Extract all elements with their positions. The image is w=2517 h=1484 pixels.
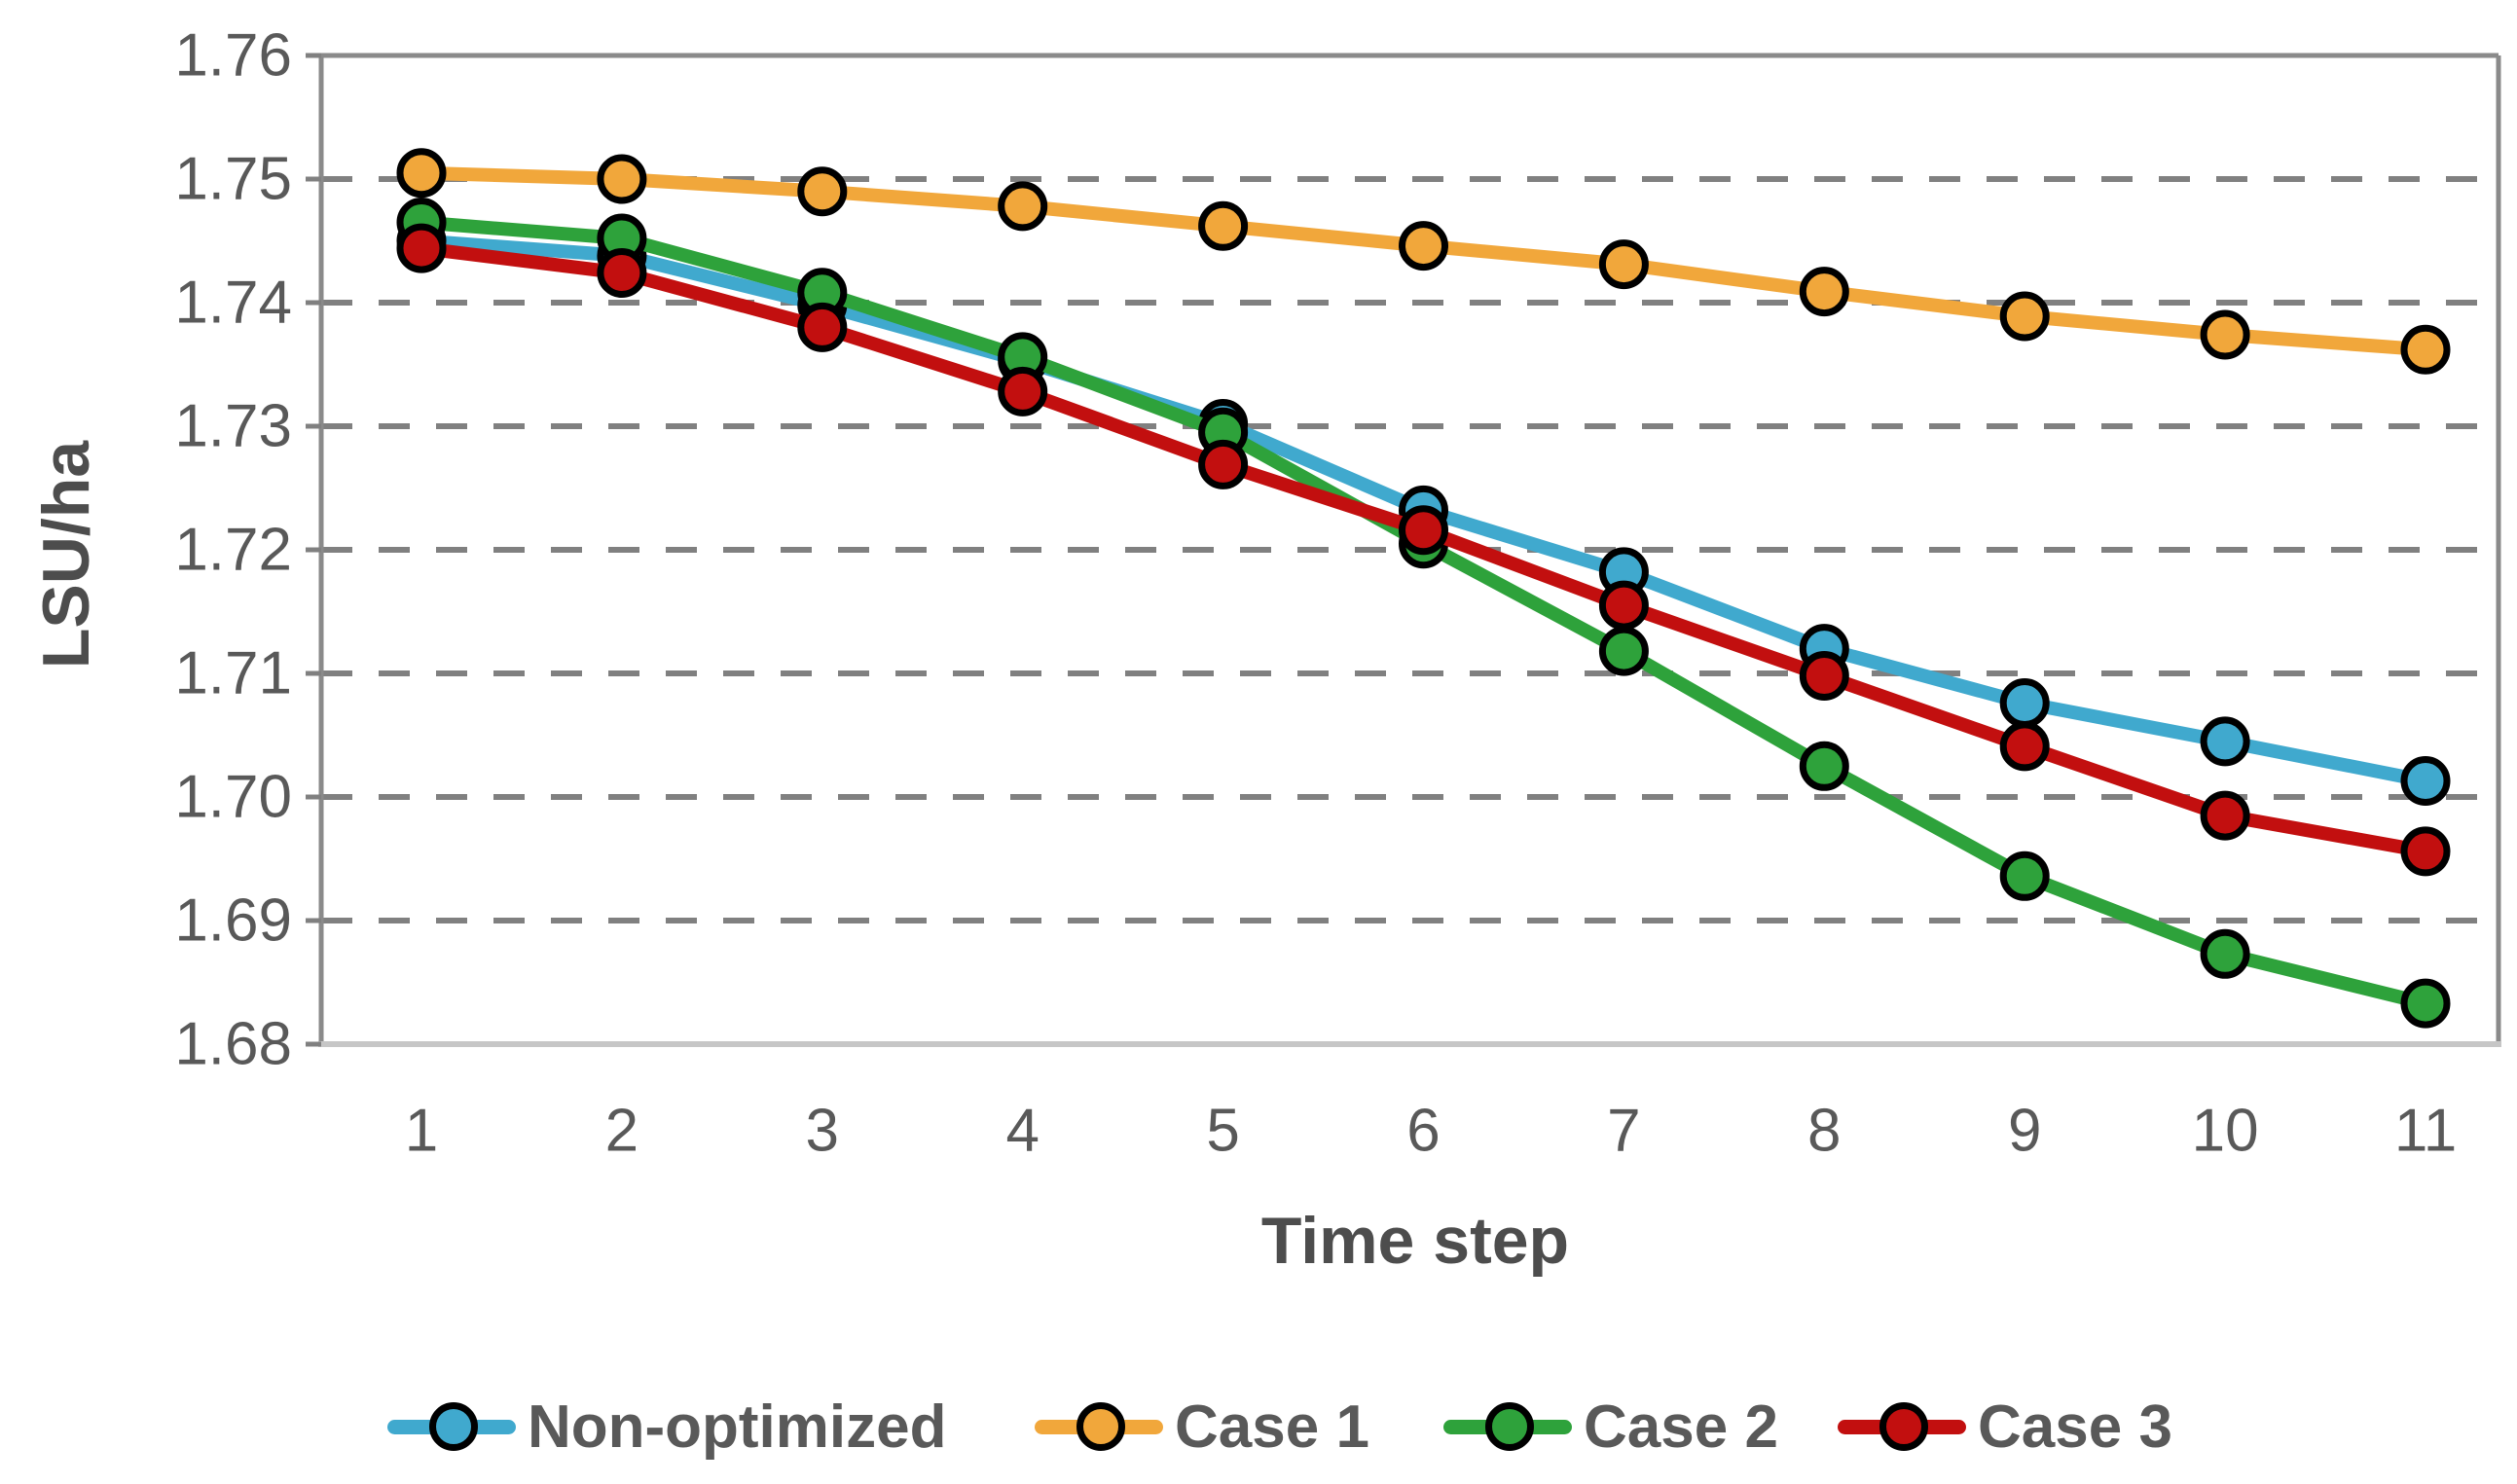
data-point-non-optimized-step-10 (2200, 716, 2250, 767)
data-point-non-optimized-step-9 (1999, 678, 2050, 728)
legend-marker-case-1 (1035, 1401, 1163, 1452)
y-tick-label: 1.71 (174, 640, 292, 707)
data-point-case-1-step-11 (2400, 324, 2451, 375)
data-point-case-3-step-8 (1799, 651, 1849, 701)
data-point-case-1-step-10 (2200, 309, 2250, 360)
legend-label: Case 2 (1584, 1393, 1778, 1461)
y-tick-label: 1.68 (174, 1011, 292, 1078)
data-point-case-3-step-3 (797, 302, 848, 352)
legend-item-case-3: Case 3 (1838, 1378, 2172, 1475)
x-tick-label: 11 (2394, 1098, 2457, 1165)
data-point-case-3-step-2 (597, 248, 647, 298)
legend-label: Non-optimized (528, 1393, 947, 1461)
data-point-case-2-step-8 (1799, 741, 1849, 791)
legend-marker-case-2 (1443, 1401, 1572, 1452)
x-tick-label: 7 (1607, 1098, 1640, 1165)
y-tick-label: 1.73 (174, 393, 292, 460)
data-point-case-1-step-2 (597, 154, 647, 204)
y-tick-label: 1.74 (174, 270, 292, 337)
legend-item-case-2: Case 2 (1443, 1378, 1778, 1475)
legend-item-case-1: Case 1 (1035, 1378, 1369, 1475)
y-tick-label: 1.76 (174, 22, 292, 90)
y-axis-title: LSU/ha (29, 440, 103, 670)
data-point-case-1-step-1 (396, 148, 447, 199)
data-point-case-3-step-5 (1198, 439, 1249, 489)
data-point-case-1-step-3 (797, 166, 848, 217)
legend-marker-case-3 (1838, 1401, 1966, 1452)
data-point-non-optimized-step-11 (2400, 756, 2451, 806)
data-point-case-2-step-7 (1598, 626, 1649, 676)
legend-item-non-optimized: Non-optimized (387, 1378, 947, 1475)
data-point-case-2-step-10 (2200, 928, 2250, 979)
legend-circle-icon (1485, 1402, 1534, 1451)
chart-svg: 1.76 1.75 1.74 1.73 1.72 1.71 1.70 1.69 1.68 1 2 3 4… (174, 22, 2501, 1165)
legend-circle-icon (1879, 1402, 1928, 1451)
data-point-case-3-step-6 (1399, 505, 1448, 556)
data-point-case-1-step-8 (1799, 267, 1849, 317)
data-point-case-1-step-6 (1399, 221, 1448, 271)
x-tick-label: 4 (1005, 1098, 1039, 1165)
legend-label: Case 3 (1978, 1393, 2172, 1461)
data-point-case-3-step-9 (1999, 721, 2050, 772)
data-point-case-1-step-7 (1598, 239, 1649, 290)
data-point-case-2-step-9 (1999, 851, 2050, 901)
x-tick-label: 5 (1206, 1098, 1239, 1165)
x-tick-label: 2 (605, 1098, 638, 1165)
data-point-case-1-step-4 (998, 181, 1048, 232)
y-tick-label: 1.75 (174, 146, 292, 213)
x-tick-label: 1 (405, 1098, 438, 1165)
data-point-case-3-step-4 (998, 366, 1048, 416)
legend-marker-non-optimized (387, 1401, 516, 1452)
y-tick-label: 1.72 (174, 517, 292, 584)
data-point-case-3-step-7 (1598, 580, 1649, 631)
x-tick-label: 6 (1406, 1098, 1440, 1165)
x-tick-label: 10 (2192, 1098, 2259, 1165)
x-tick-label: 9 (2008, 1098, 2041, 1165)
x-tick-label: 3 (806, 1098, 839, 1165)
data-point-case-1-step-5 (1198, 200, 1249, 251)
x-tick-label: 8 (1807, 1098, 1841, 1165)
legend-label: Case 1 (1175, 1393, 1369, 1461)
legend-circle-icon (429, 1402, 478, 1451)
x-axis-title: Time step (1260, 1204, 1570, 1278)
data-point-case-2-step-11 (2400, 978, 2451, 1029)
data-point-case-1-step-9 (1999, 291, 2050, 342)
legend: Non-optimized Case 1 Case 2 Case 3 (0, 1378, 2517, 1475)
data-point-case-3-step-1 (396, 223, 447, 273)
y-tick-label: 1.70 (174, 764, 292, 831)
data-point-case-3-step-11 (2400, 826, 2451, 877)
data-point-case-3-step-10 (2200, 790, 2250, 841)
y-tick-label: 1.69 (174, 887, 292, 955)
legend-circle-icon (1076, 1402, 1125, 1451)
series-line-case-2 (415, 215, 2432, 1011)
